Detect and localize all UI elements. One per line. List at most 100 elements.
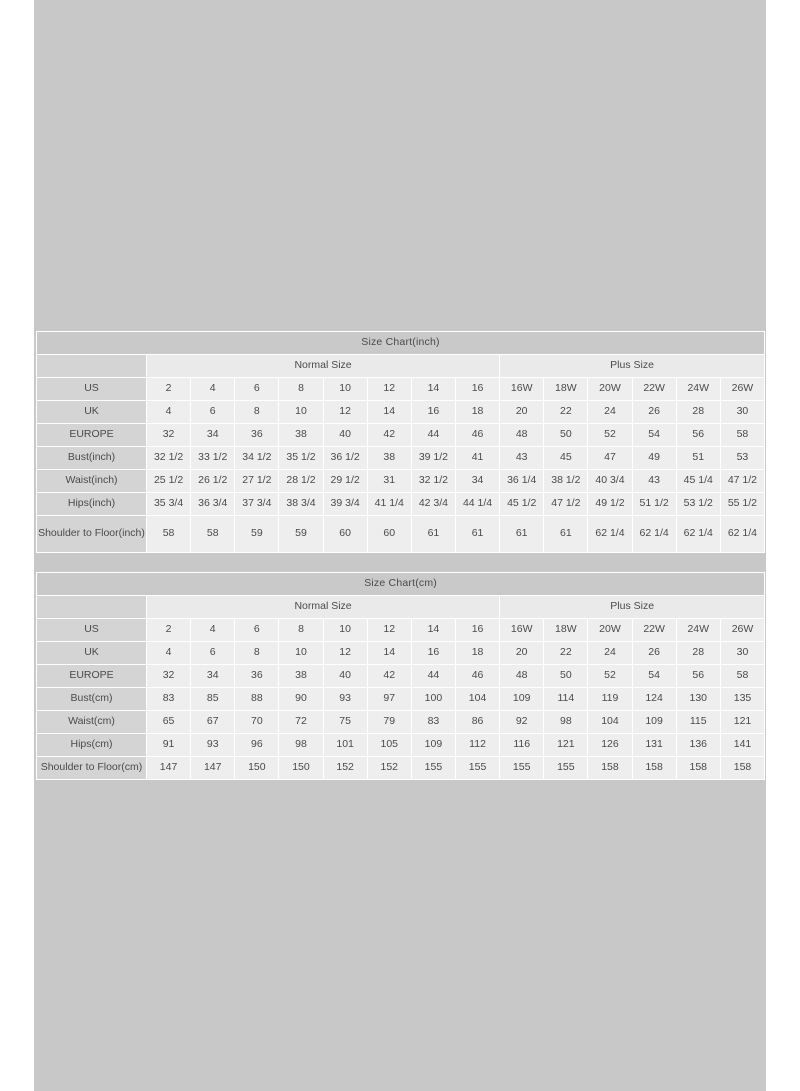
data-cell: 115 (675, 710, 721, 734)
group-header-row: Normal Size Plus Size (36, 354, 765, 378)
data-cell: 30 (719, 400, 766, 424)
chart-title: Size Chart(cm) (35, 572, 766, 596)
data-cell: 44 (410, 664, 456, 688)
data-cell: 10 (322, 618, 368, 642)
group-header-normal-size: Normal Size (145, 354, 501, 378)
data-cell: 26 (631, 641, 677, 665)
data-cell: 147 (145, 756, 192, 780)
data-cell: 30 (719, 641, 766, 665)
table-row: UK 4 6 8 10 12 14 16 18 20 22 24 26 28 30 (36, 400, 766, 424)
row-label: Shoulder to Floor(inch) (36, 515, 147, 553)
data-cell: 52 (587, 423, 633, 447)
data-cell: 61 (543, 515, 589, 553)
row-label: US (36, 377, 147, 401)
data-cell: 32 (145, 664, 192, 688)
data-cell: 49 (631, 446, 677, 470)
chart-title-row: Size Chart(cm) (35, 572, 766, 596)
data-cell: 155 (543, 756, 589, 780)
data-cell: 38 3/4 (278, 492, 324, 516)
data-cell: 53 1/2 (675, 492, 721, 516)
data-cell: 6 (234, 377, 280, 401)
data-cell: 56 (675, 664, 721, 688)
data-cell: 58 (190, 515, 236, 553)
data-cell: 126 (587, 733, 633, 757)
data-cell: 29 1/2 (322, 469, 368, 493)
data-cell: 98 (278, 733, 324, 757)
data-cell: 45 (543, 446, 589, 470)
data-cell: 32 (145, 423, 192, 447)
data-cell: 38 (278, 423, 324, 447)
data-cell: 16 (454, 377, 501, 401)
data-cell: 45 1/4 (675, 469, 721, 493)
chart-title: Size Chart(inch) (36, 331, 765, 355)
data-cell: 26 (631, 400, 677, 424)
data-cell: 53 (719, 446, 766, 470)
group-header-plus-size: Plus Size (499, 354, 765, 378)
data-cell: 41 1/4 (366, 492, 412, 516)
data-cell: 33 1/2 (190, 446, 236, 470)
data-cell: 109 (499, 687, 545, 711)
data-cell: 72 (278, 710, 324, 734)
data-cell: 62 1/4 (675, 515, 721, 553)
data-cell: 90 (278, 687, 324, 711)
data-cell: 51 1/2 (631, 492, 677, 516)
data-cell: 58 (145, 515, 192, 553)
data-cell: 98 (543, 710, 589, 734)
data-cell: 16 (410, 400, 456, 424)
data-cell: 88 (234, 687, 280, 711)
table-row: Hips(cm) 91 93 96 98 101 105 109 112 116 121 126 131… (36, 733, 766, 757)
data-cell: 12 (366, 618, 412, 642)
data-cell: 62 1/4 (719, 515, 766, 553)
data-cell: 46 (454, 423, 501, 447)
data-cell: 6 (234, 618, 280, 642)
data-cell: 25 1/2 (145, 469, 192, 493)
data-cell: 112 (454, 733, 501, 757)
data-cell: 8 (278, 377, 324, 401)
data-cell: 20W (587, 618, 633, 642)
data-cell: 62 1/4 (587, 515, 633, 553)
data-cell: 34 1/2 (234, 446, 280, 470)
data-cell: 39 1/2 (410, 446, 456, 470)
row-label: Shoulder to Floor(cm) (36, 756, 147, 780)
row-label: Bust(inch) (36, 446, 147, 470)
data-cell: 4 (145, 641, 192, 665)
data-cell: 18 (454, 400, 501, 424)
data-cell: 28 (675, 400, 721, 424)
size-chart-cm-body: Size Chart(cm) Normal Size Plus Size US 2 4 6 8… (35, 572, 766, 780)
data-cell: 4 (145, 400, 192, 424)
data-cell: 65 (145, 710, 192, 734)
data-cell: 8 (234, 400, 280, 424)
table-row: US 2 4 6 8 10 12 14 16 16W 18W 20W 22W 24W 26W (36, 377, 766, 401)
data-cell: 136 (675, 733, 721, 757)
size-chart-inch-body: Size Chart(inch) Normal Size Plus Size US 2 4… (36, 331, 766, 553)
row-label: UK (36, 641, 147, 665)
data-cell: 36 3/4 (190, 492, 236, 516)
data-cell: 48 (499, 423, 545, 447)
data-cell: 22 (543, 400, 589, 424)
data-cell: 16 (454, 618, 501, 642)
data-cell: 37 3/4 (234, 492, 280, 516)
data-cell: 60 (366, 515, 412, 553)
table-row: Shoulder to Floor(cm) 147 147 150 150 152 152 1… (36, 756, 766, 780)
table-row: Bust(cm) 83 85 88 90 93 97 100 104 109 114 119 124 13… (36, 687, 766, 711)
data-cell: 42 3/4 (410, 492, 456, 516)
data-cell: 42 (366, 664, 412, 688)
data-cell: 97 (366, 687, 412, 711)
data-cell: 36 (234, 664, 280, 688)
data-cell: 47 1/2 (719, 469, 766, 493)
data-cell: 47 (587, 446, 633, 470)
data-cell: 28 1/2 (278, 469, 324, 493)
data-cell: 39 3/4 (322, 492, 368, 516)
data-cell: 16W (499, 618, 545, 642)
data-cell: 54 (631, 423, 677, 447)
data-cell: 32 1/2 (145, 446, 192, 470)
data-cell: 18W (543, 377, 589, 401)
data-cell: 54 (631, 664, 677, 688)
data-cell: 91 (145, 733, 192, 757)
data-cell: 61 (454, 515, 501, 553)
data-cell: 70 (234, 710, 280, 734)
data-cell: 55 1/2 (719, 492, 766, 516)
row-label: EUROPE (36, 664, 147, 688)
data-cell: 16W (499, 377, 545, 401)
data-cell: 38 (278, 664, 324, 688)
